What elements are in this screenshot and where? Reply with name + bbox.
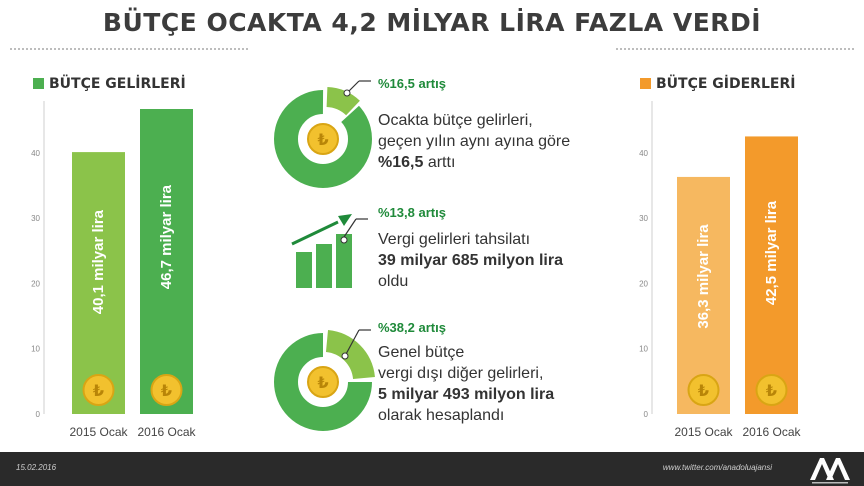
y-tick-label: 30	[639, 214, 648, 223]
annotation-line: geçen yılın aynı ayına göre	[378, 131, 570, 152]
legend-swatch-orange	[640, 78, 651, 89]
annotation-segment: arttı	[423, 154, 456, 171]
growth-bars-icon	[291, 214, 368, 288]
x-category-label: 2015 Ocak	[674, 425, 733, 439]
coin-symbol: ₺	[161, 381, 172, 400]
y-tick-label: 0	[644, 410, 649, 419]
bar	[140, 109, 193, 414]
annotation-line: olarak hesaplandı	[378, 405, 554, 426]
x-category-label: 2015 Ocak	[69, 425, 128, 439]
x-category-label: 2016 Ocak	[742, 425, 801, 439]
aa-logo-icon	[810, 458, 850, 484]
legend-expense-label: BÜTÇE GİDERLERİ	[656, 76, 796, 92]
donut-icon: ₺	[274, 329, 375, 431]
bar-charts: 0 10 20 30 40 40,1 milyar lira ₺ 2015 Ocak 46,7 …	[31, 101, 802, 439]
annotation-line: Ocakta bütçe gelirleri,	[378, 110, 570, 131]
bar	[745, 136, 798, 414]
annotation-segment: Ocakta bütçe gelirleri,	[378, 112, 533, 129]
annotation-percent: %16,5 artış	[378, 76, 446, 91]
coin-symbol: ₺	[698, 381, 709, 400]
footer-twitter-link[interactable]: www.twitter.com/anadoluajansi	[662, 463, 772, 472]
bar-value-label: 36,3 milyar lira	[695, 224, 712, 329]
annotation-highlight: 5 milyar 493 milyon lira	[378, 386, 555, 403]
legend-swatch-green	[33, 78, 44, 89]
annotation-line: %16,5 arttı	[378, 152, 570, 173]
legend-revenue-label: BÜTÇE GELİRLERİ	[49, 76, 186, 92]
y-tick-label: 30	[31, 214, 40, 223]
annotation-segment: geçen yılın aynı ayına göre	[378, 133, 571, 150]
annotation-line: 5 milyar 493 milyon lira	[378, 384, 554, 405]
page-title: BÜTÇE OCAKTA 4,2 MİLYAR LİRA FAZLA VERDİ	[102, 8, 762, 37]
coin-symbol: ₺	[317, 373, 328, 392]
annotation-highlight: %16,5	[378, 154, 424, 171]
bar	[72, 152, 125, 414]
annotation-text: Ocakta bütçe gelirleri, geçen yılın aynı …	[378, 110, 570, 173]
revenue-chart: 0 10 20 30 40 40,1 milyar lira ₺ 2015 Ocak 46,7 …	[31, 101, 197, 439]
annotation-segment: oldu	[378, 273, 409, 290]
bar-value-label: 42,5 milyar lira	[763, 200, 780, 305]
title-divider-right	[616, 48, 854, 50]
annotation-line: Genel bütçe	[378, 342, 554, 363]
annotation-segment: olarak hesaplandı	[378, 407, 505, 424]
annotation-segment: Genel bütçe	[378, 344, 465, 361]
annotation-line: vergi dışı diğer gelirleri,	[378, 363, 554, 384]
coin-symbol: ₺	[93, 381, 104, 400]
annotation-line: 39 milyar 685 milyon lira	[378, 250, 563, 271]
footer-bar: 15.02.2016 www.twitter.com/anadoluajansi	[0, 452, 864, 486]
annotation-line: Vergi gelirleri tahsilatı	[378, 229, 563, 250]
footer-date: 15.02.2016	[16, 463, 57, 472]
y-tick-label: 10	[31, 345, 40, 354]
title-divider-left	[10, 48, 248, 50]
annotation-non-tax: %38,2 artış Genel bütçe vergi dışı diğer …	[378, 320, 554, 426]
annotation-segment: Vergi gelirleri tahsilatı	[378, 231, 531, 248]
y-tick-label: 20	[639, 279, 648, 288]
annotation-line: oldu	[378, 271, 563, 292]
coin-icon: ₺	[150, 374, 183, 406]
coin-icon: ₺	[687, 374, 720, 406]
y-tick-label: 40	[639, 149, 648, 158]
annotation-text: Vergi gelirleri tahsilatı 39 milyar 685 m…	[378, 229, 563, 292]
y-tick-label: 20	[31, 279, 40, 288]
expense-chart: 0 10 20 30 40 36,3 milyar lira ₺ 2015 Ocak 42,5 …	[639, 101, 802, 439]
annotation-percent: %38,2 artış	[378, 320, 446, 335]
annotation-icons: ₺ ₺	[274, 80, 375, 431]
coin-symbol: ₺	[317, 130, 328, 149]
annotation-segment: vergi dışı diğer gelirleri,	[378, 365, 544, 382]
coin-symbol: ₺	[766, 381, 777, 400]
annotation-tax: %13,8 artış Vergi gelirleri tahsilatı 39 …	[378, 205, 563, 292]
x-category-label: 2016 Ocak	[137, 425, 196, 439]
annotation-highlight: 39 milyar 685 milyon lira	[378, 252, 563, 269]
y-tick-label: 10	[639, 345, 648, 354]
annotation-revenue: %16,5 artış Ocakta bütçe gelirleri, geçen…	[378, 76, 570, 173]
bar-value-label: 40,1 milyar lira	[90, 209, 107, 314]
coin-icon: ₺	[755, 374, 788, 406]
annotation-text: Genel bütçe vergi dışı diğer gelirleri, 5 …	[378, 342, 554, 426]
bar-value-label: 46,7 milyar lira	[158, 184, 175, 289]
y-tick-label: 0	[36, 410, 41, 419]
legend-revenue: BÜTÇE GELİRLERİ	[33, 76, 186, 92]
coin-icon: ₺	[82, 374, 115, 406]
annotation-percent: %13,8 artış	[378, 205, 446, 220]
y-tick-label: 40	[31, 149, 40, 158]
donut-icon: ₺	[274, 80, 372, 188]
legend-expense: BÜTÇE GİDERLERİ	[640, 76, 795, 92]
